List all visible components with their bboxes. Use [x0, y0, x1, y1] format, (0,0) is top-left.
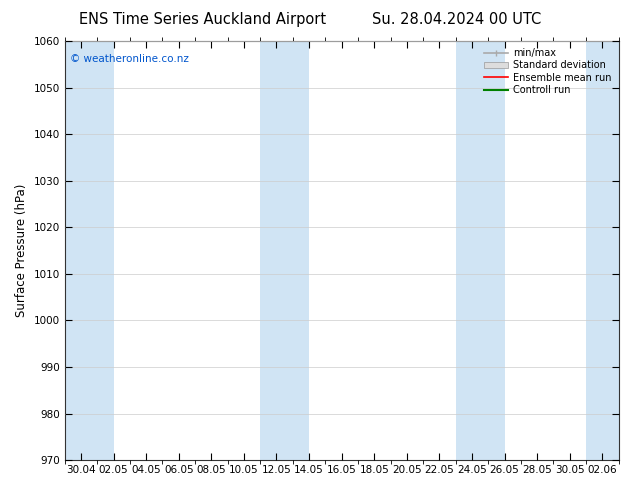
Text: ENS Time Series Auckland Airport: ENS Time Series Auckland Airport — [79, 12, 327, 27]
Text: Su. 28.04.2024 00 UTC: Su. 28.04.2024 00 UTC — [372, 12, 541, 27]
Bar — [65, 41, 113, 460]
Text: © weatheronline.co.nz: © weatheronline.co.nz — [70, 54, 189, 64]
Legend: min/max, Standard deviation, Ensemble mean run, Controll run: min/max, Standard deviation, Ensemble me… — [482, 46, 614, 97]
Bar — [586, 41, 619, 460]
Bar — [260, 41, 309, 460]
Bar — [456, 41, 505, 460]
Y-axis label: Surface Pressure (hPa): Surface Pressure (hPa) — [15, 184, 28, 318]
